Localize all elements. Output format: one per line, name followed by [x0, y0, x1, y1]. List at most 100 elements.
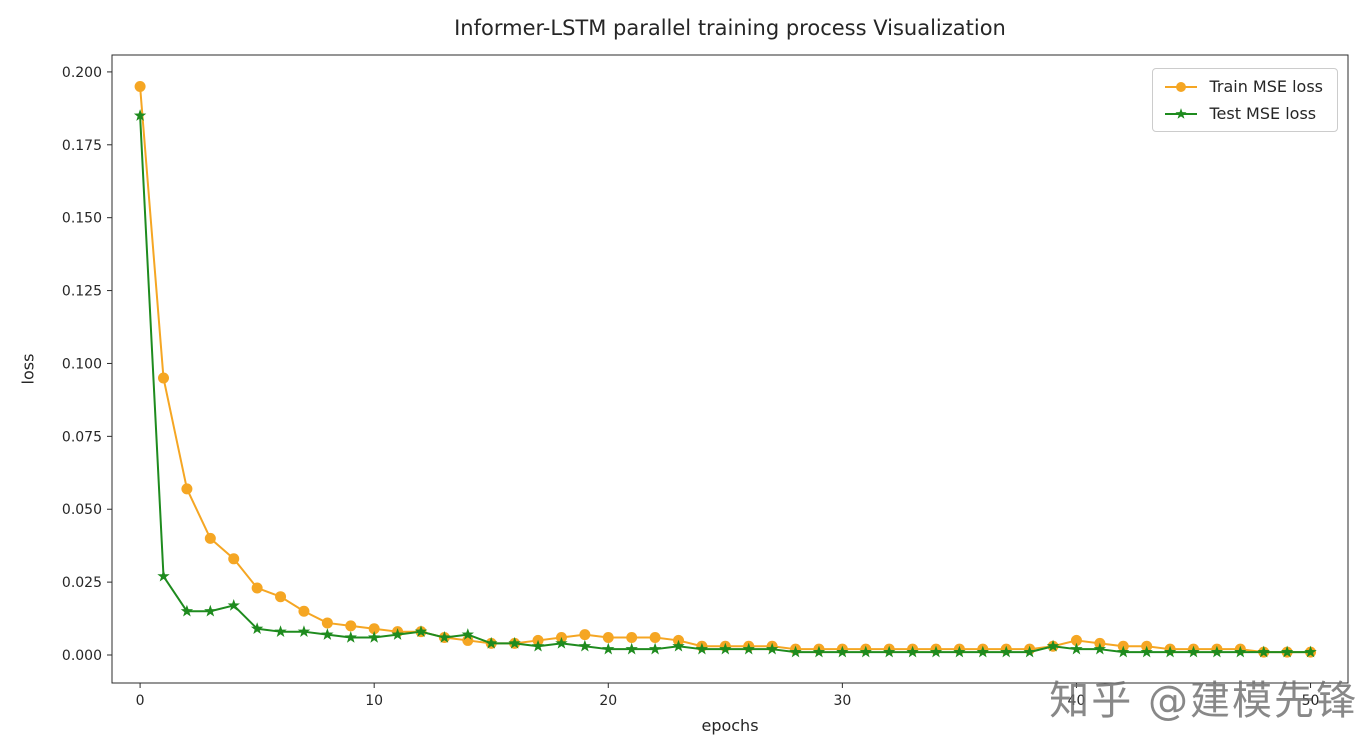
- legend-sample-icon: [1165, 107, 1198, 119]
- y-tick-label: 0.125: [62, 284, 102, 300]
- star-marker-icon: [719, 642, 732, 655]
- circle-marker-icon: [228, 553, 240, 565]
- watermark: 知乎 @建模先锋: [1049, 678, 1358, 724]
- legend-item: Train MSE loss: [1163, 77, 1323, 96]
- star-marker-icon: [929, 645, 943, 658]
- star-marker-icon: [765, 642, 779, 655]
- star-marker-icon: [227, 598, 240, 611]
- star-marker-icon: [836, 645, 849, 658]
- circle-marker-icon: [626, 632, 638, 644]
- star-marker-icon: [204, 604, 217, 617]
- y-tick-label: 0.050: [62, 502, 102, 518]
- star-marker-icon: [602, 642, 615, 655]
- x-tick-label: 20: [599, 693, 617, 709]
- star-marker-icon: [508, 636, 521, 649]
- star-marker-icon: [391, 628, 404, 640]
- star-marker-icon: [1257, 645, 1270, 658]
- star-marker-icon: [1210, 645, 1224, 658]
- star-marker-icon: [1280, 645, 1294, 658]
- y-axis-label: loss: [18, 353, 38, 385]
- legend-item: Test MSE loss: [1163, 104, 1323, 123]
- circle-marker-icon: [602, 632, 614, 644]
- y-tick-label: 0.150: [62, 211, 102, 227]
- y-tick-label: 0.100: [62, 356, 102, 372]
- star-marker-icon: [883, 645, 896, 658]
- star-marker-icon: [1093, 642, 1107, 655]
- legend-label: Train MSE loss: [1209, 77, 1323, 96]
- circle-marker-icon: [649, 632, 661, 644]
- star-marker-icon: [274, 625, 287, 637]
- star-marker-icon: [297, 625, 311, 637]
- star-marker-icon: [1070, 642, 1083, 655]
- star-marker-icon: [578, 639, 592, 652]
- star-marker-icon: [461, 628, 474, 640]
- legend-label: Test MSE loss: [1209, 104, 1317, 123]
- circle-marker-icon: [251, 582, 263, 594]
- star-marker-icon: [1187, 645, 1200, 658]
- star-marker-icon: [157, 569, 170, 582]
- star-marker-icon: [438, 631, 451, 643]
- star-marker-icon: [625, 642, 638, 655]
- star-marker-icon: [555, 636, 568, 649]
- x-tick-label: 40: [1068, 693, 1086, 709]
- star-marker-icon: [1000, 645, 1013, 658]
- circle-marker-icon: [1070, 634, 1082, 646]
- circle-marker-icon: [158, 372, 169, 384]
- star-marker-icon: [1234, 645, 1247, 658]
- star-marker-icon: [531, 639, 545, 652]
- star-marker-icon: [250, 622, 264, 635]
- y-tick-label: 0.025: [62, 575, 102, 591]
- star-marker-icon: [648, 642, 662, 655]
- x-axis-label: epochs: [701, 716, 759, 735]
- star-marker-icon: [1304, 645, 1317, 658]
- star-marker-icon: [1046, 639, 1060, 652]
- y-tick-label: 0.000: [62, 648, 102, 664]
- x-tick-label: 30: [833, 693, 851, 709]
- circle-marker-icon: [181, 483, 193, 495]
- x-tick-label: 10: [365, 693, 383, 709]
- circle-marker-icon: [345, 620, 357, 632]
- star-marker-icon: [133, 109, 147, 121]
- y-tick-label: 0.075: [62, 429, 102, 445]
- circle-marker-icon: [298, 605, 310, 617]
- star-marker-icon: [344, 631, 357, 643]
- star-marker-icon: [789, 645, 802, 658]
- circle-marker-icon: [579, 629, 591, 641]
- star-marker-icon: [180, 604, 194, 617]
- star-marker-icon: [695, 642, 709, 655]
- plot-border: [111, 54, 1349, 684]
- legend: Train MSE loss Test MSE loss: [1152, 68, 1338, 132]
- star-marker-icon: [1175, 107, 1188, 119]
- series-line: [139, 115, 1311, 654]
- circle-marker-icon: [204, 532, 216, 544]
- star-marker-icon: [368, 631, 381, 643]
- star-marker-icon: [976, 645, 989, 658]
- star-marker-icon: [485, 636, 498, 649]
- x-tick-label: 50: [1302, 693, 1320, 709]
- legend-sample-icon: [1165, 81, 1198, 92]
- star-marker-icon: [812, 645, 826, 658]
- star-marker-icon: [1140, 645, 1153, 658]
- chart-title: Informer-LSTM parallel training process …: [454, 16, 1006, 40]
- star-marker-icon: [414, 625, 428, 637]
- circle-marker-icon: [321, 617, 333, 629]
- circle-marker-icon: [275, 591, 287, 603]
- star-marker-icon: [321, 628, 334, 640]
- star-marker-icon: [859, 645, 872, 658]
- series-line: [139, 86, 1311, 654]
- star-marker-icon: [672, 639, 685, 652]
- x-tick-label: 0: [136, 693, 145, 709]
- y-tick-label: 0.200: [62, 65, 102, 81]
- star-marker-icon: [1163, 645, 1177, 658]
- star-marker-icon: [742, 642, 755, 655]
- y-tick-label: 0.175: [62, 138, 102, 154]
- circle-marker-icon: [1176, 81, 1187, 92]
- circle-marker-icon: [134, 80, 146, 92]
- star-marker-icon: [906, 645, 919, 658]
- star-marker-icon: [953, 645, 966, 658]
- star-marker-icon: [1117, 645, 1130, 658]
- circle-marker-icon: [368, 623, 380, 635]
- star-marker-icon: [1023, 645, 1036, 658]
